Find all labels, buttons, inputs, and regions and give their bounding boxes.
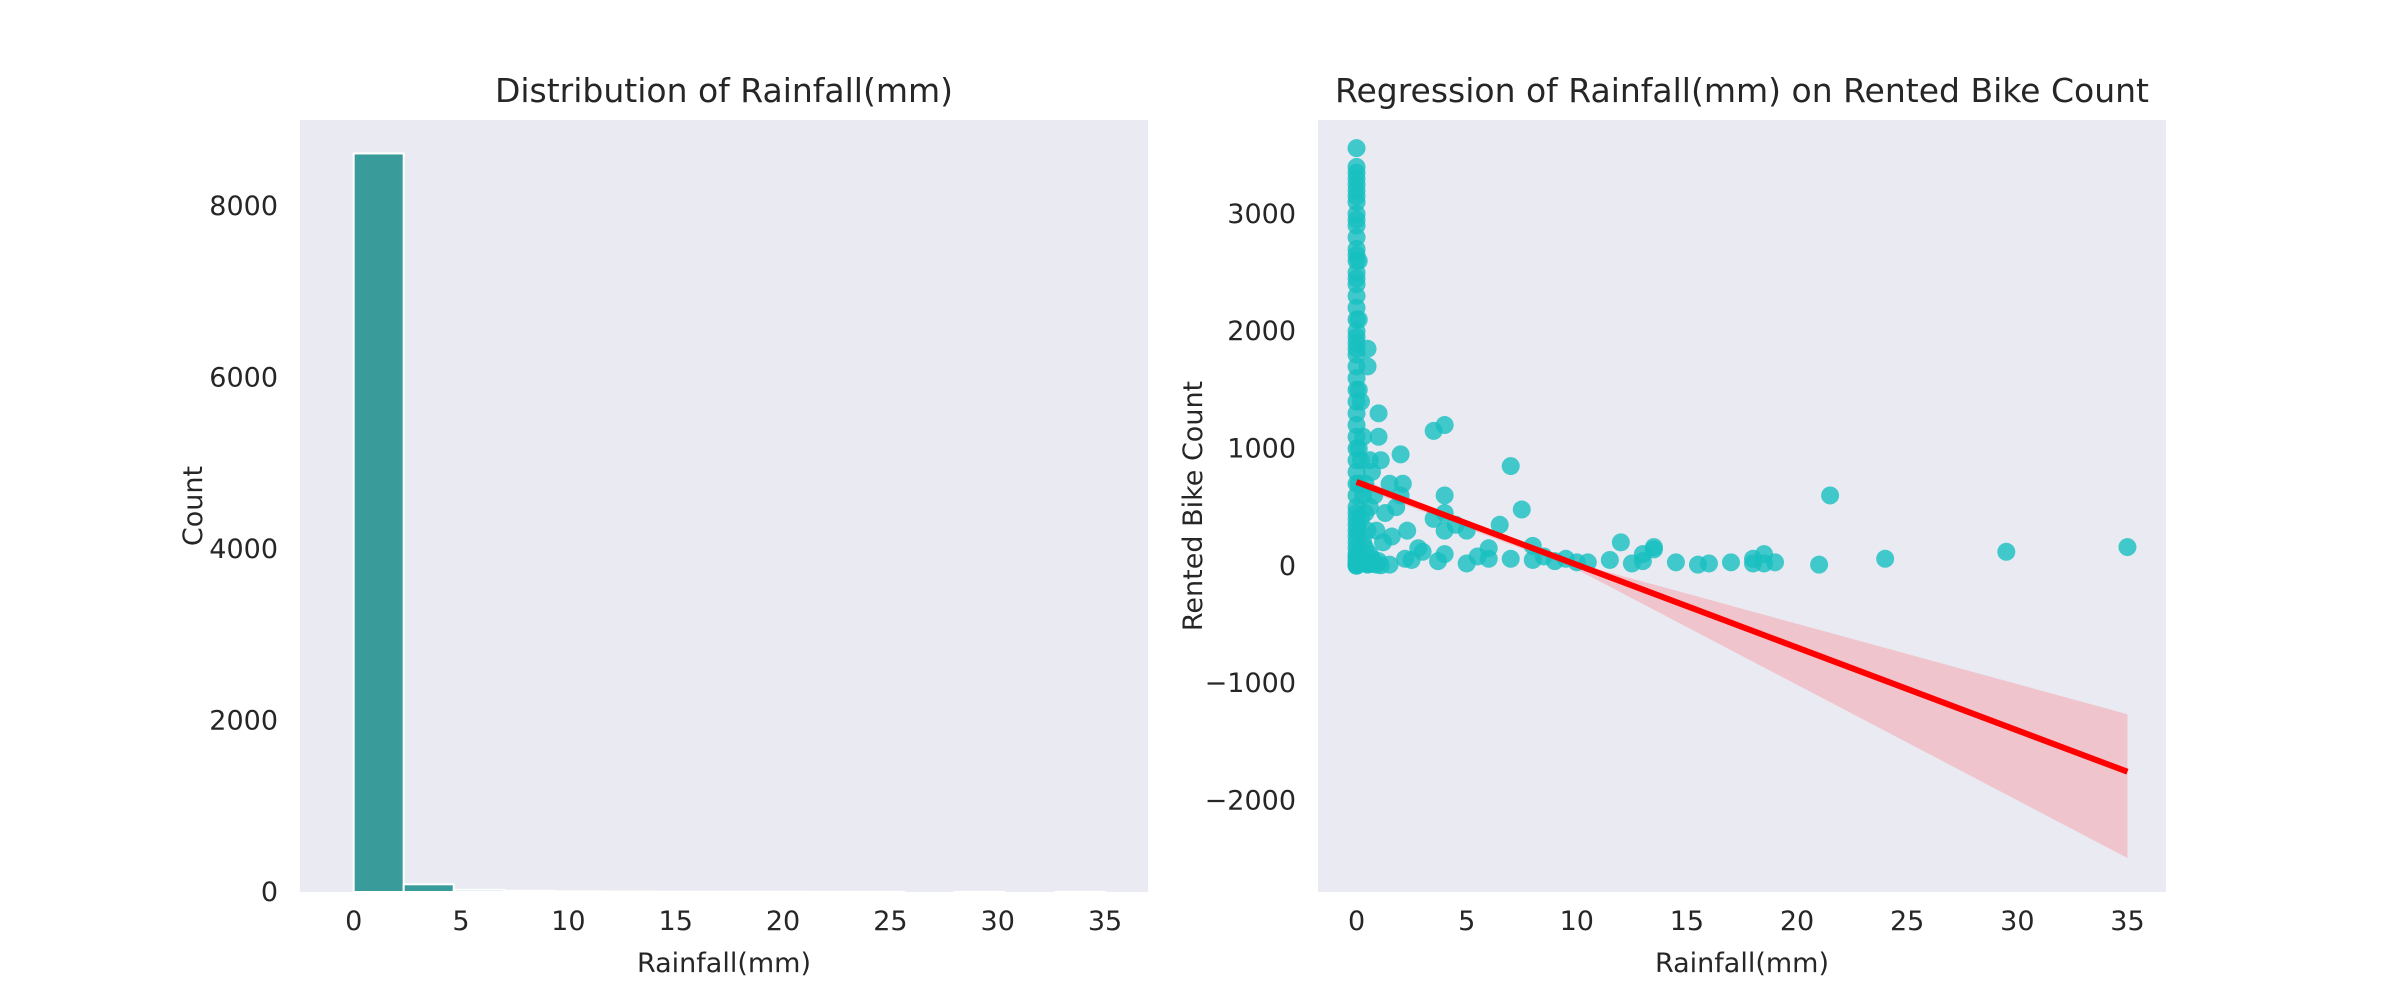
scatter-point — [1351, 392, 1370, 411]
histogram-y-tick-label: 2000 — [209, 705, 278, 736]
histogram-y-tick-label: 0 — [261, 877, 278, 908]
scatter-point — [1501, 549, 1520, 568]
histogram-bar — [653, 890, 706, 894]
regression-line — [1355, 479, 2129, 775]
histogram-chart: Distribution of Rainfall(mm) Rainfall(mm… — [178, 71, 1148, 979]
regression-y-tick-label: 2000 — [1227, 316, 1296, 347]
scatter-point — [1435, 416, 1454, 435]
scatter-point — [1512, 500, 1531, 519]
regression-x-tick-label: 25 — [1890, 906, 1924, 937]
scatter-point — [1821, 486, 1840, 505]
histogram-y-axis-label: Count — [178, 466, 209, 546]
scatter-point — [1380, 555, 1399, 574]
regression-x-axis-label: Rainfall(mm) — [1655, 948, 1829, 979]
histogram-x-tick-label: 5 — [452, 906, 469, 937]
histogram-bar — [1054, 890, 1107, 894]
scatter-point — [1600, 550, 1619, 569]
histogram-bars — [352, 152, 1107, 894]
histogram-plot-area — [300, 120, 1148, 892]
scatter-point — [1876, 549, 1895, 568]
scatter-point — [1369, 404, 1388, 423]
histogram-x-tick-label: 10 — [551, 906, 585, 937]
scatter-point — [1699, 554, 1718, 573]
regression-x-tick-label: 30 — [2000, 906, 2034, 937]
regression-y-axis-label: Rented Bike Count — [1178, 381, 1209, 631]
histogram-y-tick-label: 6000 — [209, 362, 278, 393]
histogram-bar — [402, 883, 455, 894]
histogram-bar — [603, 890, 656, 894]
scatter-points — [1347, 139, 2137, 575]
histogram-bar — [352, 152, 405, 894]
histogram-y-ticks: 0 2000 4000 6000 8000 — [209, 191, 278, 908]
histogram-y-tick-label: 8000 — [209, 191, 278, 222]
histogram-x-tick-label: 20 — [766, 906, 800, 937]
histogram-bar — [502, 889, 555, 894]
scatter-point — [1435, 486, 1454, 505]
scatter-point — [1413, 542, 1432, 561]
histogram-bar — [953, 890, 1006, 894]
regression-x-ticks: 0 5 10 15 20 25 30 35 — [1348, 906, 2145, 937]
histogram-bar — [803, 890, 856, 894]
scatter-point — [1501, 457, 1520, 476]
scatter-point — [1666, 553, 1685, 572]
regression-x-tick-label: 15 — [1670, 906, 1704, 937]
scatter-point — [1391, 445, 1410, 464]
regression-y-ticks: −2000 −1000 0 1000 2000 3000 — [1205, 199, 1296, 817]
histogram-bar — [552, 890, 605, 894]
regression-x-tick-label: 35 — [2110, 906, 2144, 937]
scatter-point — [1435, 545, 1454, 564]
scatter-point — [1371, 451, 1390, 470]
scatter-point — [2118, 538, 2137, 557]
scatter-point — [1369, 427, 1388, 446]
scatter-point — [1810, 555, 1829, 574]
histogram-bar — [853, 890, 906, 894]
scatter-point — [1644, 538, 1663, 557]
scatter-point — [1479, 549, 1498, 568]
histogram-x-ticks: 0 5 10 15 20 25 30 35 — [345, 906, 1122, 937]
scatter-point — [1766, 553, 1785, 572]
scatter-point — [1380, 474, 1399, 493]
regression-y-tick-label: −1000 — [1205, 668, 1296, 699]
scatter-point — [1358, 357, 1377, 376]
scatter-point — [1398, 521, 1417, 540]
regression-y-tick-label: 1000 — [1227, 434, 1296, 465]
scatter-point — [1349, 310, 1368, 329]
regression-x-tick-label: 20 — [1780, 906, 1814, 937]
histogram-x-tick-label: 30 — [981, 906, 1015, 937]
regression-y-tick-label: −2000 — [1205, 785, 1296, 816]
scatter-point — [1490, 515, 1509, 534]
regression-chart: Regression of Rainfall(mm) on Rented Bik… — [1178, 71, 2166, 979]
regression-y-tick-label: 3000 — [1227, 199, 1296, 230]
histogram-bar — [703, 890, 756, 894]
histogram-x-tick-label: 0 — [345, 906, 362, 937]
histogram-bar — [452, 888, 505, 893]
scatter-point — [1347, 139, 1366, 158]
scatter-point — [1721, 553, 1740, 572]
regression-x-tick-label: 0 — [1348, 906, 1365, 937]
scatter-point — [1349, 251, 1368, 270]
histogram-y-tick-label: 4000 — [209, 534, 278, 565]
histogram-x-tick-label: 25 — [873, 906, 907, 937]
histogram-title: Distribution of Rainfall(mm) — [495, 71, 953, 110]
histogram-bar — [753, 890, 806, 894]
regression-x-tick-label: 5 — [1458, 906, 1475, 937]
scatter-point — [1354, 427, 1373, 446]
scatter-point — [1997, 542, 2016, 561]
histogram-x-tick-label: 15 — [659, 906, 693, 937]
regression-title: Regression of Rainfall(mm) on Rented Bik… — [1335, 71, 2149, 110]
histogram-x-tick-label: 35 — [1088, 906, 1122, 937]
scatter-point — [1611, 533, 1630, 552]
regression-y-tick-label: 0 — [1279, 551, 1296, 582]
scatter-point — [1358, 339, 1377, 358]
histogram-x-axis-label: Rainfall(mm) — [637, 948, 811, 979]
scatter-point — [1382, 527, 1401, 546]
scatter-point — [1393, 474, 1412, 493]
regression-x-tick-label: 10 — [1560, 906, 1594, 937]
